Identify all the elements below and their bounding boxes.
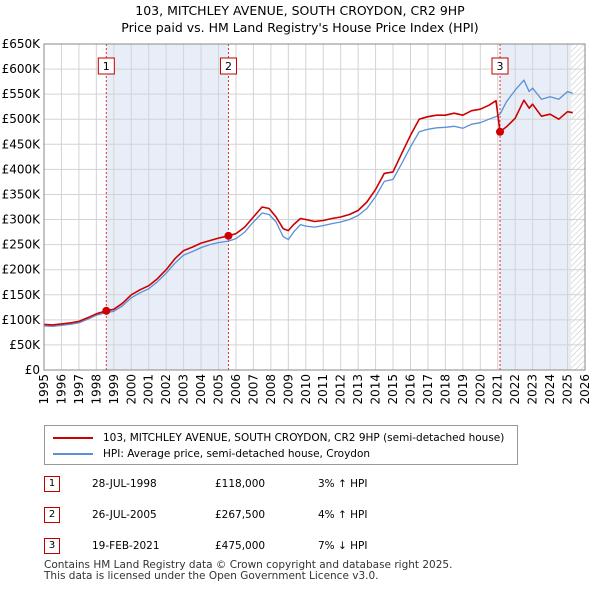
transaction-date: 28-JUL-1998 bbox=[92, 478, 157, 490]
transaction-marker: 1 bbox=[97, 57, 115, 75]
ownership-shade bbox=[106, 44, 229, 370]
x-tick-label: 2004 bbox=[194, 374, 208, 405]
transaction-marker: 3 bbox=[491, 57, 509, 75]
x-tick-label: 2016 bbox=[403, 374, 417, 405]
y-tick-label: £350K bbox=[2, 187, 42, 201]
transaction-number: 3 bbox=[44, 538, 60, 554]
y-tick-label: £500K bbox=[2, 112, 42, 126]
y-tick-label: £150K bbox=[2, 288, 42, 302]
x-tick-label: 2008 bbox=[264, 374, 278, 405]
x-tick-label: 2007 bbox=[246, 374, 260, 405]
y-tick-label: £600K bbox=[2, 62, 42, 76]
chart-title-line-2: Price paid vs. HM Land Registry's House … bbox=[121, 20, 479, 35]
x-tick-label: 2021 bbox=[491, 374, 505, 405]
x-tick-label: 1999 bbox=[107, 374, 121, 405]
x-tick-label: 1997 bbox=[72, 374, 86, 405]
property-price-line bbox=[43, 99, 573, 326]
footer-copyright: Contains HM Land Registry data © Crown c… bbox=[44, 559, 453, 571]
x-tick-label: 2019 bbox=[456, 374, 470, 405]
legend-swatch-property bbox=[53, 437, 93, 439]
x-tick-label: 2013 bbox=[351, 374, 365, 405]
x-tick-label: 2026 bbox=[578, 374, 592, 405]
y-tick-label: £0 bbox=[25, 363, 40, 377]
transaction-date: 19-FEB-2021 bbox=[92, 540, 160, 552]
x-tick-label: 2006 bbox=[229, 374, 243, 405]
x-tick-label: 2024 bbox=[543, 374, 557, 405]
transaction-point bbox=[102, 306, 111, 315]
plot-frame bbox=[43, 43, 586, 371]
forecast-hatch bbox=[571, 44, 585, 370]
hpi-line bbox=[43, 79, 573, 328]
x-tick-label: 2020 bbox=[473, 374, 487, 405]
transaction-row: 2 26-JUL-2005 £267,500 4% ↑ HPI bbox=[0, 507, 600, 525]
x-tick-label: 2009 bbox=[281, 374, 295, 405]
transaction-marker-label: 3 bbox=[497, 60, 504, 73]
transaction-number: 1 bbox=[44, 476, 60, 492]
x-tick-label: 1998 bbox=[89, 374, 103, 405]
transaction-point bbox=[224, 231, 233, 240]
transaction-number: 2 bbox=[44, 507, 60, 523]
transaction-marker: 2 bbox=[219, 57, 237, 75]
price-chart: 1 2 3 £0 £50K £100K £150K £200K £250K £300K £350K… bbox=[2, 37, 592, 405]
transaction-price: £118,000 bbox=[215, 478, 266, 490]
y-tick-label: £50K bbox=[9, 338, 41, 352]
transaction-price: £475,000 bbox=[215, 540, 266, 552]
legend: 103, MITCHLEY AVENUE, SOUTH CROYDON, CR2… bbox=[44, 425, 518, 465]
transaction-row: 3 19-FEB-2021 £475,000 7% ↓ HPI bbox=[0, 538, 600, 556]
x-tick-label: 2011 bbox=[316, 374, 330, 405]
legend-swatch-hpi bbox=[53, 453, 93, 455]
legend-label-property: 103, MITCHLEY AVENUE, SOUTH CROYDON, CR2… bbox=[103, 432, 505, 444]
x-tick-label: 2012 bbox=[334, 374, 348, 405]
transaction-date: 26-JUL-2005 bbox=[92, 509, 157, 521]
y-tick-label: £250K bbox=[2, 238, 42, 252]
footer-licence: This data is licensed under the Open Gov… bbox=[44, 570, 379, 582]
y-tick-label: £450K bbox=[2, 137, 42, 151]
legend-label-hpi: HPI: Average price, semi-detached house,… bbox=[103, 448, 371, 460]
y-tick-label: £400K bbox=[2, 162, 42, 176]
transaction-marker-box bbox=[491, 57, 509, 75]
transaction-point bbox=[496, 127, 505, 136]
y-tick-label: £200K bbox=[2, 263, 42, 277]
x-tick-label: 2017 bbox=[421, 374, 435, 405]
x-tick-label: 2000 bbox=[124, 374, 138, 405]
legend-item-property: 103, MITCHLEY AVENUE, SOUTH CROYDON, CR2… bbox=[53, 430, 504, 446]
chart-title-line-1: 103, MITCHLEY AVENUE, SOUTH CROYDON, CR2… bbox=[135, 3, 465, 18]
x-tick-label: 2010 bbox=[299, 374, 313, 405]
transaction-marker-label: 2 bbox=[225, 60, 232, 73]
x-tick-label: 2003 bbox=[177, 374, 191, 405]
x-tick-label: 1996 bbox=[54, 374, 68, 405]
transaction-hpi-diff: 4% ↑ HPI bbox=[318, 509, 368, 521]
y-tick-label: £300K bbox=[2, 213, 42, 227]
x-tick-label: 2005 bbox=[212, 374, 226, 405]
x-tick-label: 2002 bbox=[159, 374, 173, 405]
x-tick-label: 2018 bbox=[438, 374, 452, 405]
y-tick-label: £550K bbox=[2, 87, 42, 101]
x-tick-label: 2025 bbox=[561, 374, 575, 405]
chart-title: 103, MITCHLEY AVENUE, SOUTH CROYDON, CR2… bbox=[0, 2, 600, 36]
transaction-marker-box bbox=[97, 57, 115, 75]
x-tick-label: 2022 bbox=[508, 374, 522, 405]
transaction-marker-label: 1 bbox=[103, 60, 110, 73]
footer: Contains HM Land Registry data © Crown c… bbox=[44, 560, 584, 582]
transaction-row: 1 28-JUL-1998 £118,000 3% ↑ HPI bbox=[0, 476, 600, 494]
x-tick-label: 2023 bbox=[526, 374, 540, 405]
x-tick-label: 1995 bbox=[37, 374, 51, 405]
transaction-marker-box bbox=[219, 57, 237, 75]
transaction-price: £267,500 bbox=[215, 509, 266, 521]
x-tick-label: 2015 bbox=[386, 374, 400, 405]
x-tick-label: 2001 bbox=[142, 374, 156, 405]
y-tick-label: £650K bbox=[2, 37, 42, 51]
transaction-hpi-diff: 3% ↑ HPI bbox=[318, 478, 368, 490]
x-tick-label: 2014 bbox=[369, 374, 383, 405]
y-tick-label: £100K bbox=[2, 313, 42, 327]
legend-item-hpi: HPI: Average price, semi-detached house,… bbox=[53, 446, 370, 462]
ownership-shade bbox=[500, 44, 572, 370]
transaction-hpi-diff: 7% ↓ HPI bbox=[318, 540, 368, 552]
